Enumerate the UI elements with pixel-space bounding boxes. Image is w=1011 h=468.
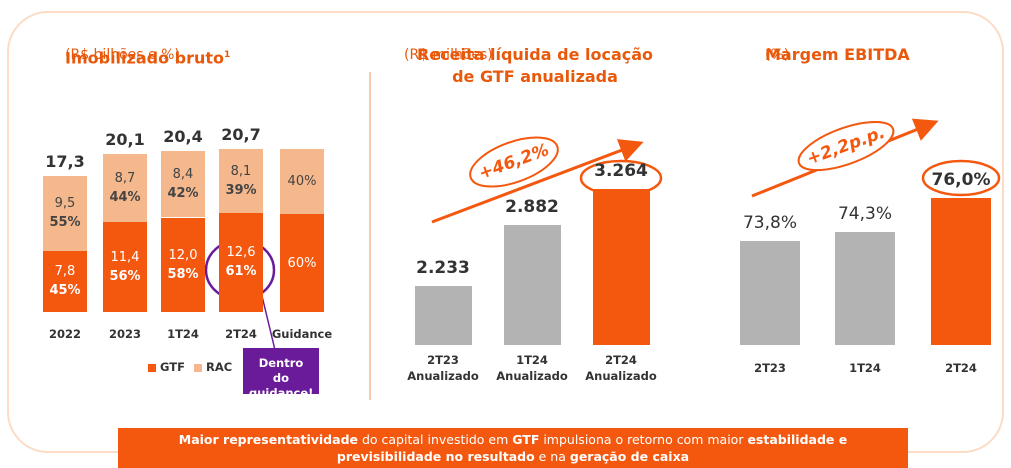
trend-arrow [431, 139, 644, 224]
callout-box: Dentro do guidance! [243, 348, 319, 400]
chart-subtitle: (R$ bilhões e %) [65, 47, 180, 63]
total-label: 20,1 [105, 129, 145, 149]
x-tick-label: 1T24 [849, 361, 881, 375]
value-label: 12,0 [168, 247, 198, 263]
bar [931, 198, 991, 345]
chart-subtitle: (R$ milhões) [404, 47, 493, 63]
chart-subtitle: (%) [765, 47, 790, 63]
footer-text: estabilidade e previsibilidade [336, 432, 848, 464]
footer-text: impulsiona o retorno com maior [539, 432, 748, 447]
value-label: 8,7 [114, 170, 136, 186]
value-label: 11,4 [110, 250, 140, 266]
bar-segment: 12,6 61% [219, 212, 263, 312]
x-tick-label: 2T23 Anualizado [407, 353, 479, 383]
footer-text: no resultado [441, 449, 535, 464]
share-label: 60% [287, 255, 317, 271]
bar-segment: 9,5 55% [43, 175, 87, 251]
value-label: 2.233 [416, 257, 470, 278]
value-label: 8,4 [172, 167, 194, 183]
share-label: 40% [287, 174, 317, 190]
x-tick-label: 2T24 [225, 327, 257, 341]
value-label: 2.882 [505, 197, 559, 218]
value-label: 74,3% [837, 203, 892, 224]
chart-title: Imobilizado bruto1 [65, 44, 230, 69]
total-label: 17,3 [45, 151, 85, 171]
share-label: 61% [225, 264, 257, 280]
callout-line [261, 295, 276, 351]
bar-segment: 12,0 58% [161, 217, 205, 312]
x-tick-label: Guidance [271, 327, 333, 341]
share-label: 58% [167, 266, 199, 282]
share-label: 56% [109, 269, 141, 285]
bar-segment: 8,7 44% [103, 153, 147, 223]
x-tick-label: 2T24 Anualizado [585, 353, 657, 383]
bar-segment: 60% [280, 214, 324, 312]
chart-title: Margem EBITDA [765, 44, 910, 66]
share-label: 55% [49, 215, 81, 231]
x-tick-label: 1T24 [167, 327, 199, 341]
annotation-ring [469, 136, 559, 188]
value-label: 76,0% [931, 170, 991, 191]
bar [503, 225, 561, 345]
value-label: 12,6 [226, 245, 256, 261]
value-label: 9,5 [54, 196, 76, 212]
total-label: 20,7 [221, 124, 261, 144]
total-label: 20,4 [163, 127, 203, 147]
footer-text: e na [534, 449, 570, 464]
title-text: Imobilizado bruto [65, 48, 225, 68]
chart-title: Receita líquida de locação de GTF anuali… [404, 44, 666, 88]
footer-text: Maior representatividade [178, 432, 358, 447]
title-text: Receita líquida de locação de GTF anuali… [416, 45, 654, 86]
bar [592, 189, 650, 345]
bar [414, 285, 472, 345]
value-label: 3.264 [594, 161, 648, 182]
x-tick-label: 2T23 [754, 361, 786, 375]
footer-text: do capital investido em [358, 432, 513, 447]
share-label: 42% [167, 186, 199, 202]
x-tick-label: 2022 [48, 327, 81, 341]
title-text: Margem EBITDA [765, 45, 910, 64]
bar-segment: 7,8 45% [43, 250, 87, 312]
legend-label: GTF [160, 360, 185, 374]
footer-text: GTF [512, 432, 540, 447]
bar-segment: 40% [280, 148, 324, 215]
bar [740, 241, 800, 345]
legend-swatch [148, 364, 156, 372]
x-tick-label: 1T24 Anualizado [496, 353, 568, 383]
share-label: 45% [49, 283, 81, 299]
footer-banner: Maior representatividade do capital inve… [118, 428, 908, 468]
annotation-ring [797, 120, 895, 172]
share-label: 39% [225, 182, 257, 198]
bar [835, 231, 895, 345]
x-tick-label: 2T24 [945, 361, 977, 375]
footer-text: geração de caixa [569, 449, 690, 464]
share-label: 44% [109, 189, 141, 205]
bar-segment: 8,1 39% [219, 148, 263, 213]
footnote-mark: 1 [224, 50, 231, 60]
bar-segment: 11,4 56% [103, 222, 147, 312]
legend-label: RAC [206, 360, 233, 374]
x-tick-label: 2023 [108, 327, 141, 341]
value-label: 8,1 [230, 163, 252, 179]
value-label: 7,8 [54, 264, 76, 280]
highlight-ring [921, 159, 1001, 197]
value-label: 73,8% [742, 213, 797, 234]
legend-swatch [194, 364, 202, 372]
bar-segment: 8,4 42% [161, 151, 205, 218]
